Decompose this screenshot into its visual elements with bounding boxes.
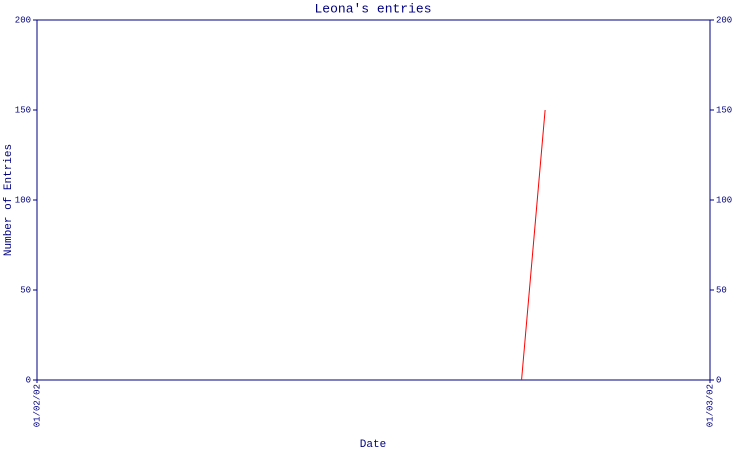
- y2-tick-label: 50: [716, 285, 727, 295]
- line-series: [521, 109, 546, 381]
- y-axis-label: Number of Entries: [3, 144, 15, 256]
- y2-tick-label: 150: [716, 105, 732, 115]
- y-tick-label: 50: [20, 285, 31, 295]
- y-tick-label: 200: [15, 15, 31, 25]
- x-axis-label: Date: [360, 439, 386, 450]
- y-tick-label: 150: [15, 105, 31, 115]
- y2-tick-label: 200: [716, 15, 732, 25]
- y2-tick-label: 100: [716, 195, 732, 205]
- y2-tick-label: 0: [716, 375, 721, 385]
- y-tick-label: 100: [15, 195, 31, 205]
- y-tick-label: 0: [26, 375, 31, 385]
- chart-title: Leona's entries: [314, 1, 431, 16]
- x-tick-label: 01/03/02: [705, 384, 715, 427]
- x-tick-label: 01/02/02: [32, 384, 42, 427]
